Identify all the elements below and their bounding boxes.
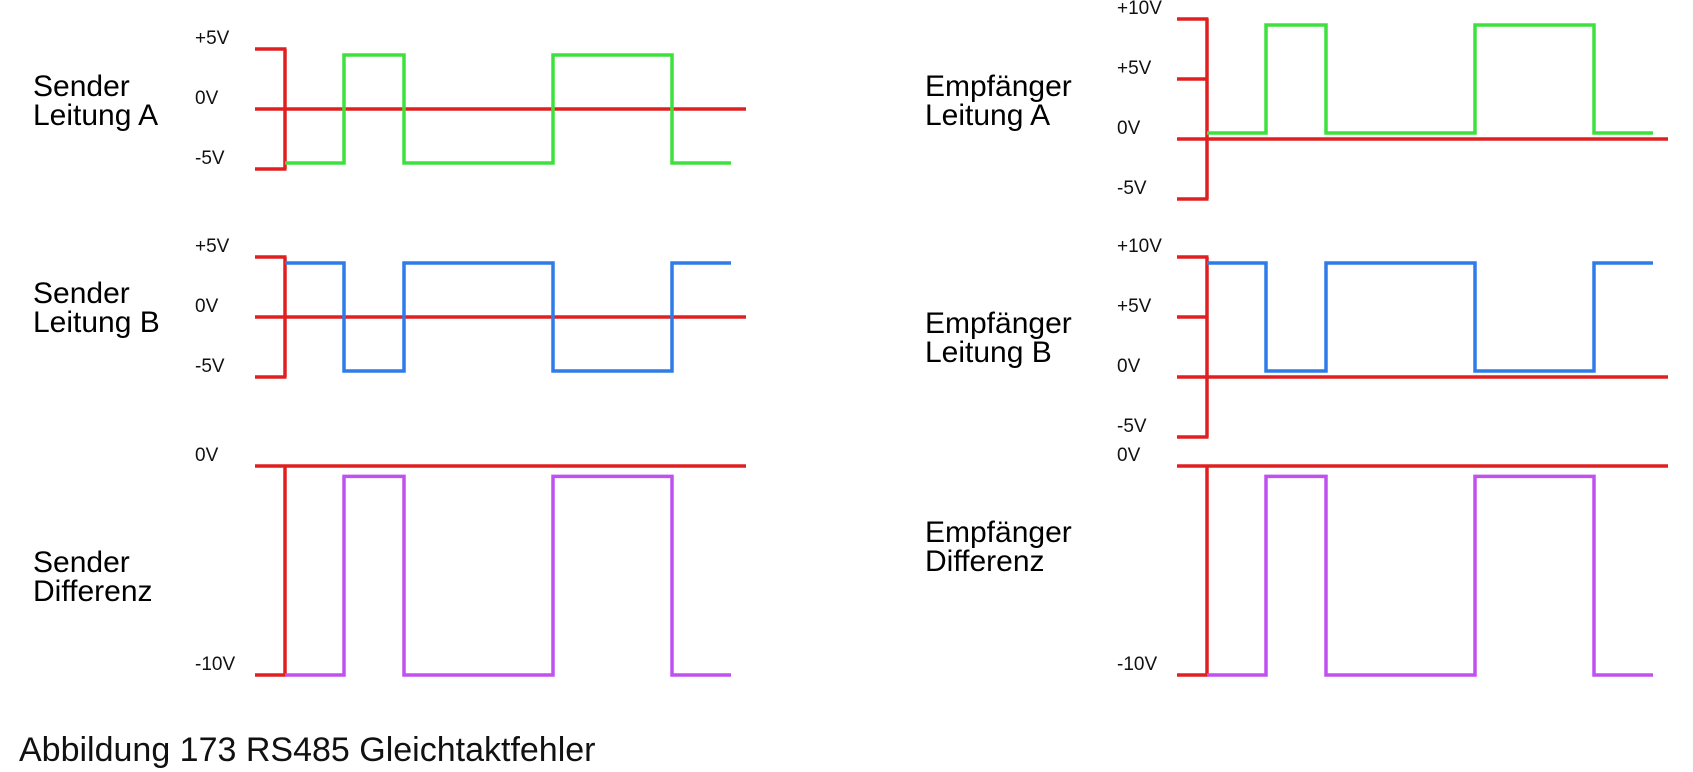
panel-4: +10V +5V 0V -5V	[1117, 236, 1668, 439]
figure-caption: Abbildung 173 RS485 Gleichtaktfehler	[19, 731, 596, 769]
signal-trace	[1207, 261, 1653, 373]
tick-label: -5V	[1117, 178, 1147, 199]
panel-label-line: Sender	[33, 546, 130, 579]
panel-0: +5V 0V -5V	[195, 28, 746, 171]
panel-label-line: Leitung B	[925, 336, 1052, 369]
tick-label: +10V	[1117, 0, 1162, 19]
panel-5: 0V -10V	[1117, 445, 1668, 677]
tick-label: -5V	[1117, 416, 1147, 437]
signal-trace	[285, 474, 731, 677]
tick-label: 0V	[1117, 118, 1141, 139]
panel-label-line: Differenz	[33, 575, 153, 608]
panel-label: Empfänger Leitung A	[925, 70, 1072, 132]
panel-label: Sender Leitung B	[33, 277, 160, 339]
signal-trace	[285, 261, 731, 373]
tick-label: 0V	[195, 296, 219, 317]
tick-label: +5V	[195, 236, 230, 257]
tick-label: -10V	[1117, 654, 1157, 675]
signal-trace	[285, 53, 731, 165]
tick-label: +10V	[1117, 236, 1162, 257]
panel-1: +5V 0V -5V	[195, 236, 746, 379]
tick-label: +5V	[195, 28, 230, 49]
tick-label: -10V	[195, 654, 235, 675]
tick-label: +5V	[1117, 58, 1152, 79]
panel-label-line: Empfänger	[925, 70, 1072, 103]
panel-label: Sender Differenz	[33, 546, 153, 608]
panel-label: Empfänger Differenz	[925, 516, 1072, 578]
panel-label-line: Leitung A	[33, 99, 159, 132]
panel-label-line: Empfänger	[925, 516, 1072, 549]
panel-label: Empfänger Leitung B	[925, 307, 1072, 369]
panel-label-line: Leitung A	[925, 99, 1051, 132]
tick-label: -5V	[195, 356, 225, 377]
tick-label: 0V	[1117, 356, 1141, 377]
tick-label: -5V	[195, 148, 225, 169]
tick-label: 0V	[1117, 445, 1141, 466]
panel-label-line: Sender	[33, 70, 130, 103]
signal-trace	[1207, 23, 1653, 135]
tick-label: +5V	[1117, 296, 1152, 317]
panel-2: 0V -10V	[195, 445, 746, 677]
panel-label-line: Empfänger	[925, 307, 1072, 340]
panel-label-line: Differenz	[925, 545, 1045, 578]
signal-trace	[1207, 474, 1653, 677]
panel-3: +10V +5V 0V -5V	[1117, 0, 1668, 201]
panel-label-line: Leitung B	[33, 306, 160, 339]
panel-label: Sender Leitung A	[33, 70, 159, 132]
panel-label-line: Sender	[33, 277, 130, 310]
tick-label: 0V	[195, 88, 219, 109]
tick-label: 0V	[195, 445, 219, 466]
